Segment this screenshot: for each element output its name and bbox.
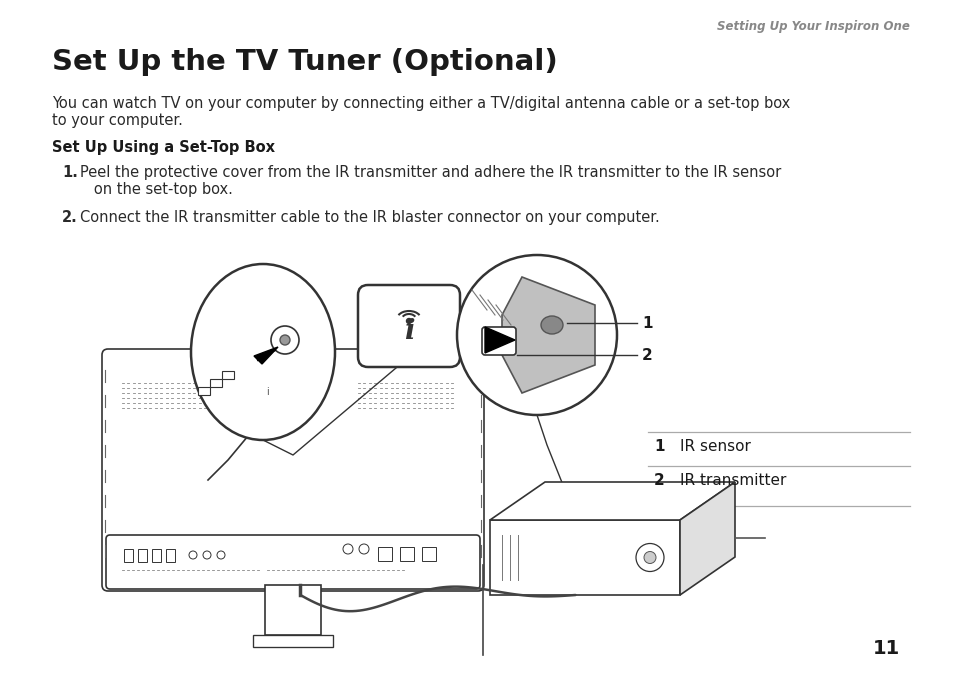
Bar — [198, 387, 210, 395]
Bar — [253, 635, 333, 647]
FancyBboxPatch shape — [106, 535, 479, 589]
FancyBboxPatch shape — [357, 285, 459, 367]
Text: Connect the IR transmitter cable to the IR blaster connector on your computer.: Connect the IR transmitter cable to the … — [80, 210, 659, 225]
Bar — [377, 547, 392, 561]
Text: i: i — [403, 318, 414, 345]
Text: Set Up the TV Tuner (Optional): Set Up the TV Tuner (Optional) — [52, 48, 558, 76]
Bar — [124, 549, 132, 562]
Bar — [222, 371, 233, 379]
Circle shape — [456, 255, 617, 415]
FancyBboxPatch shape — [102, 349, 483, 591]
Circle shape — [189, 551, 196, 559]
Polygon shape — [679, 482, 734, 595]
Circle shape — [406, 318, 411, 324]
Ellipse shape — [540, 316, 562, 334]
Polygon shape — [253, 347, 277, 364]
Text: IR sensor: IR sensor — [679, 439, 750, 454]
Polygon shape — [490, 482, 734, 520]
Text: 1: 1 — [641, 315, 652, 330]
Text: 1: 1 — [654, 439, 664, 454]
Text: 2.: 2. — [62, 210, 77, 225]
Ellipse shape — [191, 264, 335, 440]
Text: Setting Up Your Inspiron One: Setting Up Your Inspiron One — [717, 20, 909, 33]
Circle shape — [216, 551, 225, 559]
Circle shape — [358, 544, 369, 554]
Polygon shape — [501, 277, 595, 393]
Circle shape — [343, 544, 353, 554]
Bar — [265, 585, 320, 635]
Circle shape — [203, 551, 211, 559]
Text: 1.: 1. — [62, 165, 78, 180]
Circle shape — [643, 552, 656, 563]
Text: 2: 2 — [641, 347, 652, 362]
Bar — [152, 549, 161, 562]
Text: Set Up Using a Set-Top Box: Set Up Using a Set-Top Box — [52, 140, 274, 155]
Text: Peel the protective cover from the IR transmitter and adhere the IR transmitter : Peel the protective cover from the IR tr… — [80, 165, 781, 180]
FancyBboxPatch shape — [481, 327, 516, 355]
Polygon shape — [484, 327, 515, 353]
Bar — [421, 547, 436, 561]
Text: 2: 2 — [654, 473, 664, 488]
Bar — [166, 549, 174, 562]
Text: to your computer.: to your computer. — [52, 113, 183, 128]
Circle shape — [280, 335, 290, 345]
Text: on the set-top box.: on the set-top box. — [80, 182, 233, 197]
Bar — [210, 379, 222, 387]
Circle shape — [636, 544, 663, 571]
Text: 11: 11 — [872, 639, 899, 658]
Polygon shape — [490, 520, 679, 595]
Text: You can watch TV on your computer by connecting either a TV/digital antenna cabl: You can watch TV on your computer by con… — [52, 96, 789, 111]
Circle shape — [271, 326, 298, 354]
Bar — [138, 549, 147, 562]
Text: IR transmitter: IR transmitter — [679, 473, 785, 488]
Text: i: i — [266, 387, 269, 397]
Bar — [399, 547, 414, 561]
